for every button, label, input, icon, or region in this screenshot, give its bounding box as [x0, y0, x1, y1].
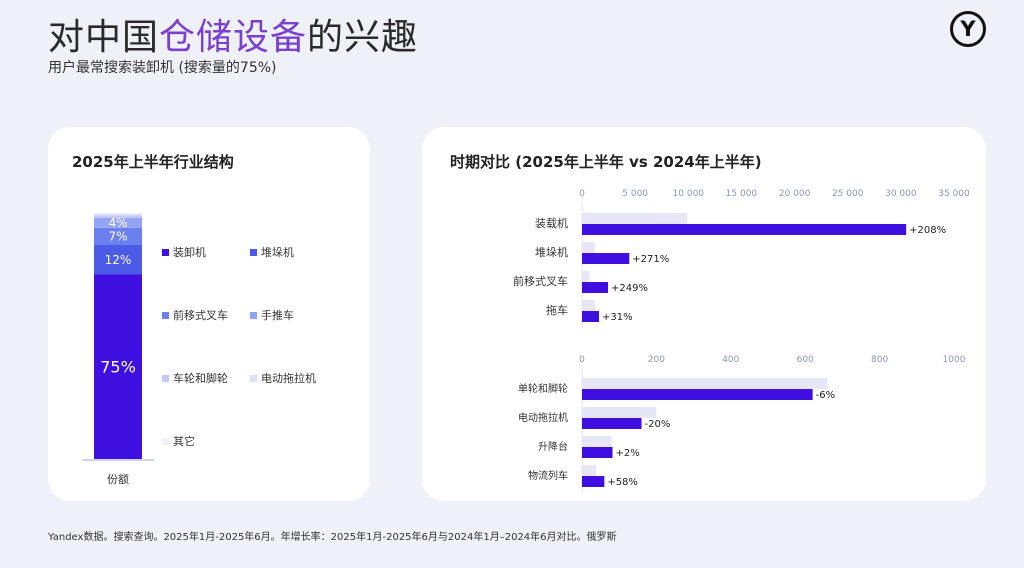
legend-swatch-2	[162, 312, 169, 319]
bar-prev-1-2	[582, 436, 612, 447]
category-label-1-2: 升降台	[538, 440, 568, 453]
industry-structure-card: 2025年上半年行业结构 75% 12% 7% 4% 份额 装卸机 堆垛机前移式叉车 手推车车…	[48, 127, 370, 501]
bar-current-0-2	[582, 282, 609, 293]
growth-label-0-2: +249%	[611, 283, 648, 294]
bar-prev-0-3	[582, 300, 595, 311]
axis-tick-label-0-2: 10 000	[673, 189, 705, 199]
industry-structure-title: 2025年上半年行业结构	[72, 153, 234, 171]
legend-label-1: 堆垛机	[261, 245, 294, 259]
source-footnote: Yandex数据。搜索查询。2025年1月-2025年6月。年增长率：2025年…	[48, 532, 617, 543]
bar-current-0-0	[582, 224, 907, 235]
axis-tick-label-0-1: 5 000	[622, 189, 648, 199]
bar-prev-0-0	[582, 213, 688, 224]
period-comparison-title: 时期对比 (2025年上半年 vs 2024年上半年)	[450, 153, 762, 171]
share-segment-2	[94, 227, 142, 245]
category-label-0-0: 装载机	[535, 216, 568, 230]
growth-label-1-3: +58%	[607, 477, 638, 488]
growth-label-1-1: -20%	[645, 419, 671, 430]
axis-tick-label-1-4: 800	[871, 355, 888, 365]
growth-label-1-0: -6%	[816, 390, 835, 401]
category-label-0-1: 堆垛机	[535, 245, 568, 259]
axis-tick-label-1-0: 0	[579, 355, 585, 365]
share-segment-4	[94, 215, 142, 218]
bar-prev-0-1	[582, 242, 595, 253]
bar-current-0-1	[582, 253, 630, 264]
bar-prev-1-3	[582, 465, 597, 476]
axis-tick-label-0-6: 30 000	[885, 189, 917, 199]
growth-label-1-2: +2%	[616, 448, 640, 459]
legend-label-3: 手推车	[261, 308, 294, 322]
share-segment-5	[94, 213, 142, 216]
share-segment-label-0: 75%	[100, 357, 136, 376]
page-subtitle: 用户最常搜索装卸机 (搜索量的75%)	[48, 60, 277, 76]
legend-swatch-3	[250, 312, 257, 319]
axis-tick-label-1-3: 600	[797, 355, 814, 365]
growth-label-0-3: +31%	[602, 312, 633, 323]
legend-label-5: 电动拖拉机	[261, 371, 316, 385]
legend-swatch-6	[162, 438, 169, 445]
axis-tick-label-0-3: 15 000	[726, 189, 758, 199]
category-label-1-3: 物流列车	[528, 469, 568, 482]
share-segment-0	[94, 274, 142, 459]
legend-label-4: 车轮和脚轮	[173, 371, 228, 385]
axis-tick-label-1-5: 1000	[943, 355, 966, 365]
page-title: 对中国仓储设备的兴趣	[48, 17, 419, 58]
bar-prev-0-2	[582, 271, 590, 282]
share-segment-3	[94, 217, 142, 228]
category-label-0-3: 拖车	[546, 303, 568, 317]
axis-tick-label-0-4: 20 000	[779, 189, 811, 199]
category-label-1-0: 单轮和脚轮	[518, 382, 568, 395]
yandex-logo-icon: Y	[950, 11, 986, 47]
axis-tick-label-1-2: 400	[722, 355, 739, 365]
period-comparison-chart: 0 5 000 10 000 15 000 20 000 25 000 30 000 35 0…	[513, 189, 970, 493]
growth-label-0-1: +271%	[632, 254, 669, 265]
legend-swatch-4	[162, 375, 169, 382]
bar-prev-1-1	[582, 407, 657, 418]
period-comparison-card: 时期对比 (2025年上半年 vs 2024年上半年) 0 5 000 10 000…	[422, 127, 986, 501]
bar-current-1-3	[582, 476, 605, 487]
bar-current-1-1	[582, 418, 642, 429]
share-segment-label-2: 7%	[108, 230, 127, 244]
axis-tick-label-1-1: 200	[648, 355, 665, 365]
legend-swatch-5	[250, 375, 257, 382]
axis-tick-label-0-7: 35 000	[938, 189, 970, 199]
legend-label-0: 装卸机	[173, 245, 206, 259]
bar-current-0-3	[582, 311, 600, 322]
category-label-1-1: 电动拖拉机	[518, 411, 568, 424]
share-segment-label-3: 4%	[108, 216, 127, 230]
share-segment-1	[94, 244, 142, 275]
axis-tick-label-0-0: 0	[579, 189, 585, 199]
bar-current-1-2	[582, 447, 613, 458]
share-category-label: 份额	[107, 473, 129, 486]
legend-label-2: 前移式叉车	[173, 308, 228, 322]
bar-current-1-0	[582, 389, 813, 400]
legend-label-6: 其它	[173, 434, 195, 448]
growth-label-0-0: +208%	[909, 225, 946, 236]
share-segment-6	[94, 213, 142, 214]
legend-swatch-0	[162, 249, 169, 256]
share-segment-label-1: 12%	[105, 253, 132, 267]
category-label-0-2: 前移式叉车	[513, 274, 568, 288]
legend-swatch-1	[250, 249, 257, 256]
bar-prev-1-0	[582, 378, 828, 389]
axis-tick-label-0-5: 25 000	[832, 189, 864, 199]
